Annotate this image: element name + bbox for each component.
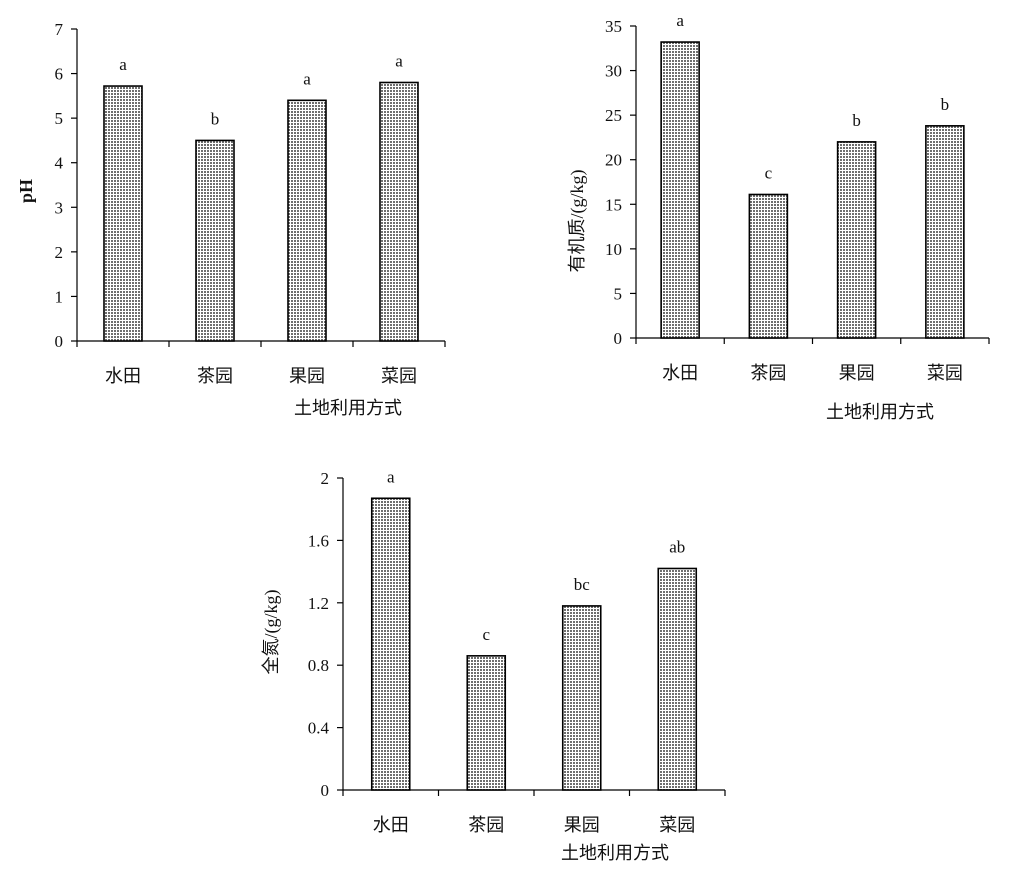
bar-茶园 [466, 655, 507, 791]
x-category-label: 果园 [564, 815, 600, 835]
bar-significance-label: a [119, 55, 127, 74]
y-tick-label: 1.6 [308, 531, 329, 550]
bar-水田 [660, 41, 700, 339]
bar-significance-label: bc [574, 575, 591, 594]
y-tick-label: 35 [605, 17, 622, 36]
bar-significance-label: c [765, 163, 773, 182]
x-category-label: 水田 [662, 363, 698, 383]
y-tick-label: 20 [605, 151, 622, 170]
x-axis-title: 土地利用方式 [826, 402, 934, 422]
y-tick-label: 10 [605, 240, 622, 259]
bar-significance-label: b [211, 109, 220, 128]
bar-茶园 [195, 139, 235, 342]
bar-菜园 [925, 125, 965, 339]
y-tick-label: 1 [55, 287, 64, 306]
y-tick-label: 2 [55, 243, 64, 262]
bar-菜园 [379, 81, 419, 342]
x-axis-title: 土地利用方式 [561, 843, 669, 863]
x-category-label: 菜园 [659, 815, 695, 835]
y-tick-label: 1.2 [308, 594, 329, 613]
bar-significance-label: a [676, 11, 684, 30]
bar-水田 [370, 497, 411, 791]
bar-significance-label: ab [669, 537, 685, 556]
y-tick-label: 0 [55, 332, 64, 351]
x-category-label: 果园 [289, 366, 325, 386]
y-tick-label: 7 [55, 20, 64, 39]
x-category-label: 菜园 [927, 363, 963, 383]
bar-significance-label: b [852, 111, 861, 130]
y-axis-title: 全氮/(g/kg) [261, 590, 282, 675]
y-tick-label: 2 [321, 469, 330, 488]
y-tick-label: 0.4 [308, 719, 330, 738]
y-tick-label: 5 [614, 284, 623, 303]
bar-茶园 [748, 193, 789, 339]
y-axis-title: 有机质/(g/kg) [567, 170, 588, 273]
y-tick-label: 30 [605, 62, 622, 81]
bar-菜园 [657, 567, 698, 791]
x-category-label: 果园 [839, 363, 875, 383]
bar-significance-label: a [395, 51, 403, 70]
y-tick-label: 25 [605, 106, 622, 125]
y-tick-label: 6 [55, 65, 64, 84]
bar-significance-label: a [303, 69, 311, 88]
bar-significance-label: c [482, 625, 490, 644]
bar-果园 [836, 141, 877, 339]
bar-significance-label: b [941, 95, 950, 114]
y-tick-label: 0 [614, 329, 623, 348]
bar-significance-label: a [387, 467, 395, 486]
x-category-label: 茶园 [468, 815, 504, 835]
bar-果园 [287, 99, 327, 342]
x-category-label: 茶园 [750, 363, 786, 383]
y-axis-title: pH [16, 179, 36, 203]
bar-果园 [561, 605, 602, 791]
y-tick-label: 0 [321, 781, 330, 800]
x-category-label: 茶园 [197, 366, 233, 386]
x-axis-title: 土地利用方式 [294, 398, 402, 418]
x-category-label: 菜园 [381, 366, 417, 386]
y-tick-label: 5 [55, 109, 64, 128]
y-tick-label: 4 [55, 154, 64, 173]
x-category-label: 水田 [105, 366, 141, 386]
y-tick-label: 15 [605, 195, 622, 214]
y-tick-label: 3 [55, 198, 64, 217]
y-tick-label: 0.8 [308, 656, 329, 675]
bar-水田 [103, 85, 143, 342]
x-category-label: 水田 [373, 815, 409, 835]
